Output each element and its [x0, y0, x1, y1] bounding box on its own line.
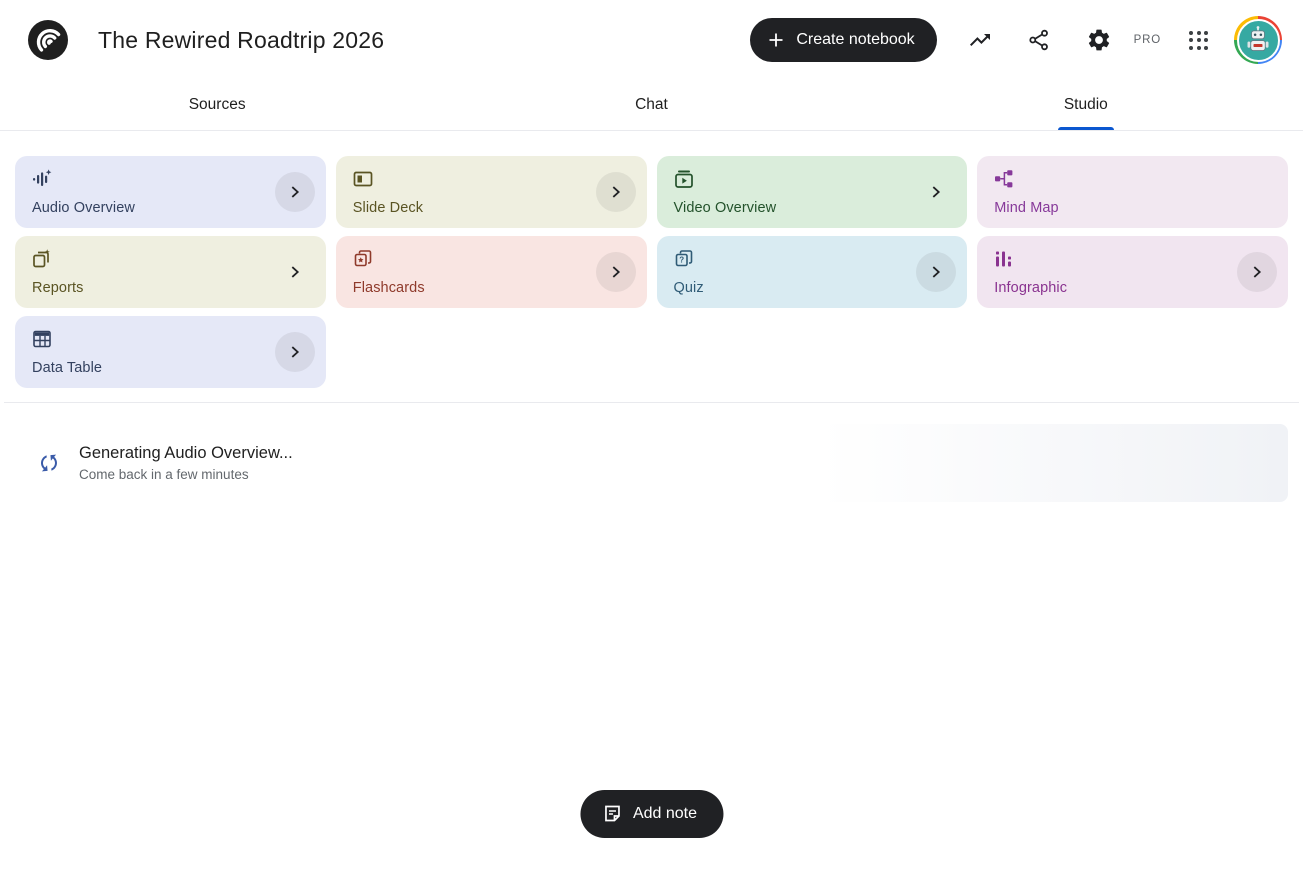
notebooklm-logo-glyph	[36, 29, 61, 52]
chevron-right-icon[interactable]	[1237, 252, 1277, 292]
card-label: Reports	[32, 280, 84, 296]
share-icon[interactable]	[1026, 27, 1052, 53]
data-table-icon	[33, 330, 51, 348]
studio-card-video-overview[interactable]: Video Overview	[656, 156, 968, 228]
slide-deck-icon	[353, 171, 373, 187]
avatar-robot-image	[1236, 18, 1280, 62]
settings-gear-icon[interactable]	[1086, 27, 1112, 53]
card-label: Video Overview	[673, 200, 777, 216]
studio-card-audio-overview[interactable]: Audio Overview	[15, 156, 326, 228]
tab-chat[interactable]: Chat	[434, 80, 868, 130]
chevron-right-icon[interactable]	[274, 332, 315, 372]
apps-grid-icon[interactable]	[1189, 30, 1208, 50]
card-label: Flashcards	[352, 280, 425, 296]
chevron-right-icon[interactable]	[595, 172, 636, 212]
add-note-button[interactable]: Add note	[579, 790, 724, 838]
analytics-trending-icon[interactable]	[967, 27, 993, 53]
chevron-right-icon[interactable]	[916, 172, 956, 212]
studio-card-flashcards[interactable]: Flashcards	[335, 236, 647, 308]
tab-bar: Sources Chat Studio	[0, 80, 1303, 131]
tab-chat-label: Chat	[635, 96, 668, 113]
studio-card-reports[interactable]: Reports	[15, 236, 326, 308]
app-header: The Rewired Roadtrip 2026 Create noteboo…	[0, 0, 1303, 80]
generation-status: Generating Audio Overview... Come back i…	[0, 424, 1303, 502]
svg-text:?: ?	[679, 256, 684, 265]
sync-in-progress-icon	[36, 450, 62, 476]
tab-studio[interactable]: Studio	[869, 80, 1303, 130]
chevron-right-icon[interactable]	[274, 172, 315, 212]
card-label: Quiz	[673, 280, 704, 296]
card-label: Data Table	[32, 360, 103, 376]
loading-skeleton	[820, 424, 1288, 502]
chevron-right-icon[interactable]	[916, 252, 957, 292]
studio-card-mind-map[interactable]: Mind Map	[977, 156, 1288, 228]
card-label: Infographic	[994, 280, 1068, 296]
flashcards-star-icon	[354, 250, 372, 267]
chevron-right-icon[interactable]	[275, 252, 315, 292]
add-note-label: Add note	[632, 805, 698, 822]
create-notebook-label: Create notebook	[796, 31, 915, 48]
plus-icon	[769, 33, 783, 47]
studio-cards-grid: Audio Overview Slide Deck	[0, 131, 1303, 388]
tab-sources-label: Sources	[188, 96, 246, 113]
tab-sources[interactable]: Sources	[0, 80, 434, 130]
audio-waveform-sparkle-icon	[33, 169, 52, 186]
studio-card-data-table[interactable]: Data Table	[15, 316, 326, 388]
card-label: Slide Deck	[352, 200, 424, 216]
header-actions: Create notebook PRO	[750, 16, 1282, 64]
card-label: Mind Map	[994, 200, 1059, 216]
infographic-bars-icon	[996, 251, 1012, 267]
studio-panel: Audio Overview Slide Deck	[0, 131, 1303, 838]
video-overview-icon	[674, 170, 693, 188]
generation-status-text: Generating Audio Overview... Come back i…	[79, 444, 293, 482]
pro-badge: PRO	[1133, 34, 1161, 46]
section-divider	[4, 402, 1299, 403]
tab-studio-label: Studio	[1063, 96, 1108, 113]
user-avatar[interactable]	[1234, 16, 1282, 64]
notebook-title[interactable]: The Rewired Roadtrip 2026	[98, 26, 385, 53]
studio-card-infographic[interactable]: Infographic	[977, 236, 1288, 308]
reports-sparkle-icon	[33, 249, 50, 268]
mind-map-icon	[995, 170, 1013, 188]
chevron-right-icon[interactable]	[595, 252, 636, 292]
active-tab-underline	[1057, 127, 1114, 130]
studio-card-quiz[interactable]: ? Quiz	[656, 236, 968, 308]
note-icon	[604, 805, 620, 822]
generation-status-title: Generating Audio Overview...	[79, 444, 293, 462]
card-label: Audio Overview	[32, 200, 135, 216]
notebooklm-logo[interactable]	[28, 20, 68, 60]
studio-card-slide-deck[interactable]: Slide Deck	[335, 156, 647, 228]
create-notebook-button[interactable]: Create notebook	[750, 18, 937, 62]
quiz-cards-icon: ?	[675, 250, 692, 267]
generation-status-subtitle: Come back in a few minutes	[79, 467, 249, 482]
